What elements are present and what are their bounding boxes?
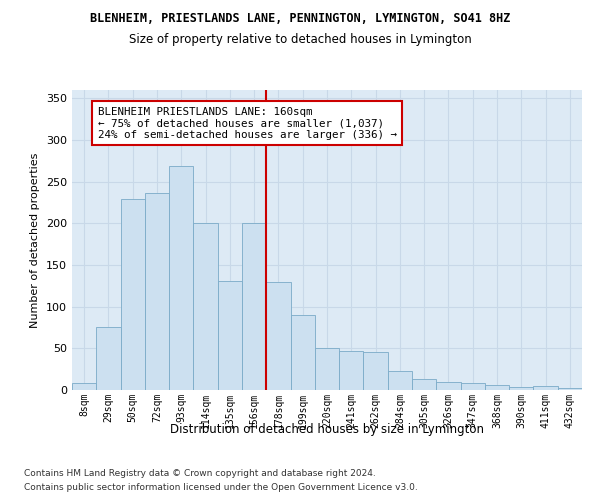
Bar: [315, 348, 339, 390]
Bar: [558, 388, 582, 390]
Text: Contains HM Land Registry data © Crown copyright and database right 2024.: Contains HM Land Registry data © Crown c…: [24, 468, 376, 477]
Bar: [339, 351, 364, 390]
Bar: [169, 166, 193, 390]
Text: BLENHEIM PRIESTLANDS LANE: 160sqm
← 75% of detached houses are smaller (1,037)
2: BLENHEIM PRIESTLANDS LANE: 160sqm ← 75% …: [97, 106, 397, 140]
Bar: [436, 382, 461, 390]
Bar: [266, 282, 290, 390]
Bar: [193, 222, 218, 390]
Bar: [242, 224, 266, 390]
Bar: [485, 385, 509, 390]
Text: Size of property relative to detached houses in Lymington: Size of property relative to detached ho…: [128, 32, 472, 46]
Bar: [509, 386, 533, 390]
Text: Contains public sector information licensed under the Open Government Licence v3: Contains public sector information licen…: [24, 484, 418, 492]
Bar: [461, 382, 485, 390]
Bar: [388, 371, 412, 390]
Bar: [533, 386, 558, 390]
Bar: [72, 384, 96, 390]
Bar: [96, 326, 121, 390]
Bar: [121, 199, 145, 390]
Text: Distribution of detached houses by size in Lymington: Distribution of detached houses by size …: [170, 422, 484, 436]
Bar: [412, 379, 436, 390]
Bar: [290, 315, 315, 390]
Y-axis label: Number of detached properties: Number of detached properties: [31, 152, 40, 328]
Bar: [218, 281, 242, 390]
Text: BLENHEIM, PRIESTLANDS LANE, PENNINGTON, LYMINGTON, SO41 8HZ: BLENHEIM, PRIESTLANDS LANE, PENNINGTON, …: [90, 12, 510, 26]
Bar: [364, 352, 388, 390]
Bar: [145, 194, 169, 390]
